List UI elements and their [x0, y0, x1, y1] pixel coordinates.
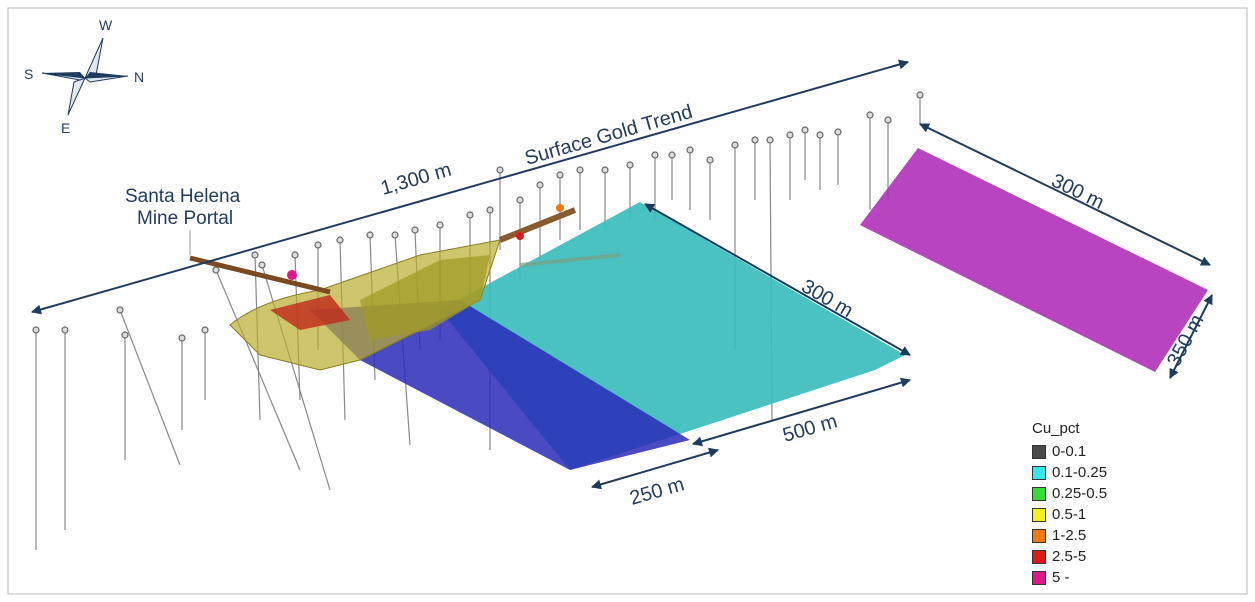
drillhole-collar [496, 166, 504, 174]
compass-n: N [134, 69, 144, 85]
legend-swatch [1032, 549, 1046, 564]
legend-label: 0.25-0.5 [1052, 485, 1108, 502]
drillhole-collar [731, 141, 739, 149]
legend-label: 5 - [1052, 569, 1070, 586]
drillhole-collar [834, 128, 842, 136]
drillhole-collar [866, 111, 874, 119]
surface-trend-label: Surface Gold Trend [522, 101, 695, 170]
drillhole-collar [314, 241, 322, 249]
legend-swatch [1032, 507, 1046, 522]
legend: Cu_pct 0-0.1 0.1-0.25 0.25-0.5 0.5-1 1-2.5 2.… [1032, 420, 1107, 588]
drillhole-collar [201, 326, 209, 334]
drillhole-collar [576, 166, 584, 174]
blue-width-arrow [591, 447, 719, 490]
drillhole-collar [686, 146, 694, 154]
dimension-arrows [31, 59, 1213, 490]
drillhole-collar [32, 326, 40, 334]
drillhole-collar [258, 261, 266, 269]
legend-item: 2.5-5 [1032, 546, 1107, 567]
legend-item: 1-2.5 [1032, 525, 1107, 546]
legend-swatch [1032, 570, 1046, 585]
legend-swatch [1032, 444, 1046, 459]
drillhole [119, 309, 181, 466]
legend-swatch [1032, 528, 1046, 543]
drillhole-collar [336, 236, 344, 244]
legend-item: 5 - [1032, 567, 1107, 588]
legend-item: 0.25-0.5 [1032, 483, 1107, 504]
blue-width-label: 250 m [627, 473, 687, 509]
drillhole-collar [651, 151, 659, 159]
legend-label: 1-2.5 [1052, 527, 1087, 544]
drillhole-collar [751, 136, 759, 144]
drillhole-collar [884, 116, 892, 124]
compass-w: W [99, 17, 113, 33]
drillhole-collar [178, 334, 186, 342]
portal-label-line1: Santa Helena [125, 186, 241, 207]
drillhole-collar [466, 211, 474, 219]
magenta-width-arrow [1169, 294, 1213, 379]
legend-swatch [1032, 465, 1046, 480]
magenta-block [860, 148, 1208, 372]
drillhole-collar [556, 171, 564, 179]
drillhole-collar [916, 91, 924, 99]
drillhole-collar [291, 251, 299, 259]
drillhole-collar [516, 196, 524, 204]
drillhole-collar [251, 251, 259, 259]
legend-swatch [1032, 486, 1046, 501]
drillhole-collar [766, 136, 774, 144]
drillhole-collar [486, 206, 494, 214]
cyan-width-arrow [692, 377, 911, 447]
legend-label: 0.5-1 [1052, 506, 1087, 523]
legend-label: 0-0.1 [1052, 443, 1087, 460]
legend-label: 2.5-5 [1052, 548, 1087, 565]
compass-rose: W S N E [24, 17, 144, 136]
trend-arrow [31, 59, 909, 315]
legend-title: Cu_pct [1032, 420, 1080, 437]
drillhole-collar [121, 331, 129, 339]
legend-item: 0-0.1 [1032, 441, 1107, 462]
drillhole-collar [601, 166, 609, 174]
magenta-length-label: 300 m [1048, 170, 1108, 214]
legend-item: 0.5-1 [1032, 504, 1107, 525]
compass-s: S [24, 66, 33, 82]
legend-label: 0.1-0.25 [1052, 464, 1108, 481]
drillhole-collar [212, 266, 220, 274]
drillhole-collar [61, 326, 69, 334]
drillhole-collar [801, 126, 809, 134]
drillhole-collar [391, 231, 399, 239]
compass-e: E [61, 120, 70, 136]
drillhole-collar [436, 221, 444, 229]
blue-block [310, 300, 690, 470]
frame [7, 7, 1248, 595]
legend-item: 0.1-0.25 [1032, 462, 1107, 483]
drillhole-collar [626, 161, 634, 169]
magenta-length-arrow [919, 123, 1211, 266]
trend-length-label: 1,300 m [378, 159, 454, 200]
drillhole-collar [116, 306, 124, 314]
drillhole-collar [668, 151, 676, 159]
portal-label-line2: Mine Portal [137, 208, 233, 229]
cyan-length-arrow [644, 203, 911, 356]
drillhole-collar [411, 226, 419, 234]
drillhole-collar [706, 156, 714, 164]
drillhole-collar [816, 131, 824, 139]
drillhole-collar [366, 231, 374, 239]
drillhole-collar [786, 131, 794, 139]
drillhole-collar [536, 181, 544, 189]
